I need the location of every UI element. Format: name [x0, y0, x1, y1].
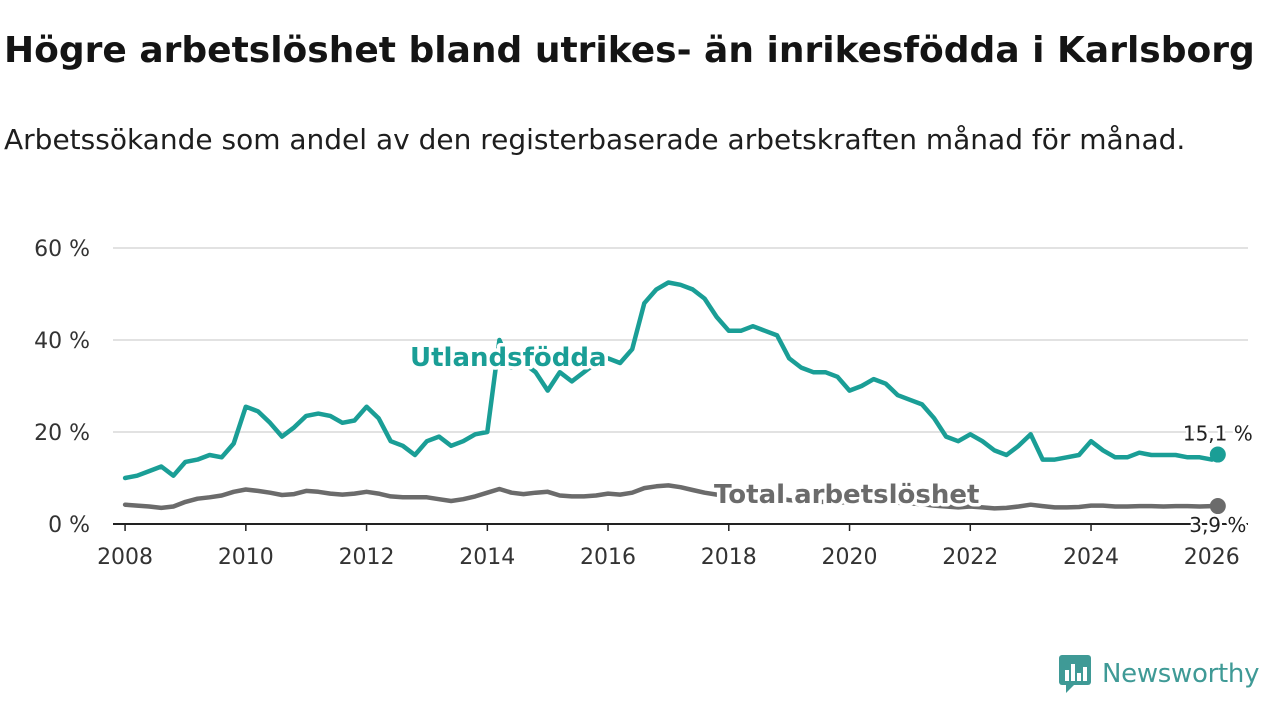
end-value-label-total-arbetsloshet: 3,9 % [1189, 513, 1246, 537]
x-tick-label: 2022 [942, 545, 998, 570]
y-tick-label: 40 % [34, 329, 90, 354]
grid-lines [113, 247, 1248, 433]
series-label-utlandsfodda: Utlandsfödda [410, 343, 607, 373]
newsworthy-logo-icon [1059, 655, 1091, 693]
y-tick-label: 20 % [34, 421, 90, 446]
x-tick-label: 2024 [1063, 545, 1119, 570]
x-tick-label: 2018 [701, 545, 757, 570]
newsworthy-logo-text: Newsworthy [1102, 659, 1260, 689]
y-tick-label: 0 % [48, 513, 90, 538]
x-tick-label: 2012 [339, 545, 395, 570]
end-point-total-arbetsloshet [1209, 498, 1226, 515]
line-chart: 0 % 20 % 40 % 60 % 2008 2010 2012 2014 2016 2018… [34, 237, 1256, 570]
series-labels: Utlandsfödda Total arbetslöshet 15,1 % 3,9 … [407, 340, 1256, 540]
chart-title: Högre arbetslöshet bland utrikes- än inr… [4, 30, 1255, 71]
chart-subtitle: Arbetssökande som andel av den registerb… [4, 123, 1186, 156]
x-tick-label: 2020 [822, 545, 878, 570]
series-line-total-arbetsloshet [122, 483, 1221, 511]
newsworthy-logo: Newsworthy [1058, 654, 1259, 694]
x-axis: 2008 2010 2012 2014 2016 2018 2020 2022 2024 2026 [97, 523, 1248, 570]
series-label-total-arbetsloshet: Total arbetslöshet [714, 480, 979, 510]
x-tick-label: 2008 [97, 545, 153, 570]
x-tick-label: 2016 [580, 545, 636, 570]
end-point-utlandsfodda [1209, 446, 1226, 463]
end-value-label-utlandsfodda: 15,1 % [1183, 422, 1253, 446]
x-tick-label: 2014 [459, 545, 515, 570]
x-tick-label: 2010 [218, 545, 274, 570]
x-tick-label: 2026 [1184, 545, 1240, 570]
y-tick-label: 60 % [34, 237, 90, 262]
y-axis-tick-labels: 0 % 20 % 40 % 60 % [34, 237, 90, 538]
series-line-utlandsfodda [122, 280, 1221, 481]
series-lines [122, 280, 1226, 515]
